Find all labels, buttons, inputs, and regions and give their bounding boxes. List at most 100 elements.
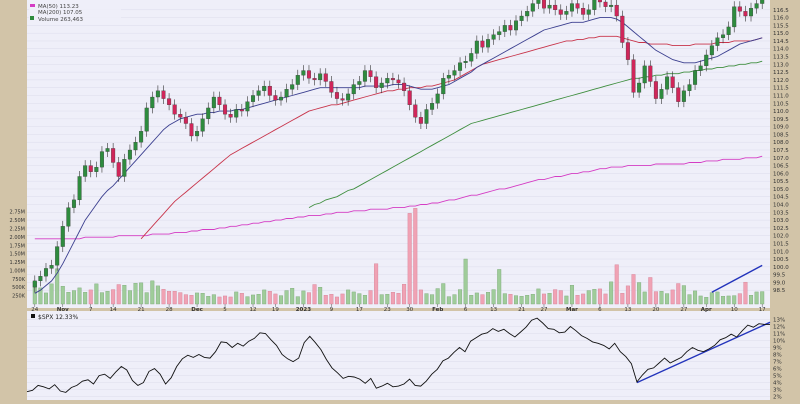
candle-body xyxy=(133,142,138,151)
candle-body xyxy=(71,199,76,208)
spx-tick-label: 10% xyxy=(773,339,785,345)
candle-body xyxy=(469,53,474,62)
volume-bar xyxy=(586,290,591,305)
candle-body xyxy=(514,20,519,31)
spx-tick-label: 11% xyxy=(773,332,785,338)
spx-grid xyxy=(27,319,770,397)
spx-tick-label: 3% xyxy=(773,388,782,394)
volume-bar xyxy=(267,291,272,305)
volume-bar xyxy=(519,296,524,305)
volume-tick-label: 2.75M xyxy=(10,210,25,216)
candle-body xyxy=(452,70,457,76)
candle-body xyxy=(312,78,317,81)
date-label: 6 xyxy=(464,307,468,313)
date-label: Dec xyxy=(191,307,203,313)
volume-bar xyxy=(340,293,345,305)
candle-body xyxy=(122,159,127,177)
volume-bar xyxy=(351,291,356,305)
candle-body xyxy=(223,104,228,115)
volume-bar xyxy=(251,294,256,305)
candle-body xyxy=(195,131,200,137)
price-tick-label: 98.5 xyxy=(773,288,786,294)
candle-body xyxy=(390,78,395,81)
date-label: 10 xyxy=(731,307,738,313)
volume-bar xyxy=(754,291,759,305)
volume-bar xyxy=(525,295,530,305)
price-tick-label: 99.5 xyxy=(773,273,786,279)
legend-spx: $SPX 12.33% xyxy=(38,314,78,321)
candle-body xyxy=(698,65,703,71)
volume-bar xyxy=(536,288,541,305)
spx-tick-label: 2% xyxy=(773,395,782,400)
candle-body xyxy=(167,98,172,105)
date-label: 13 xyxy=(490,307,497,313)
candle-body xyxy=(648,65,653,82)
candle-body xyxy=(334,92,339,99)
candle-body xyxy=(290,84,295,90)
volume-bar xyxy=(105,291,110,305)
date-label: 12 xyxy=(250,307,257,313)
candle-body xyxy=(217,96,222,105)
candle-body xyxy=(357,81,362,85)
volume-bar xyxy=(597,288,602,305)
candle-body xyxy=(603,1,608,7)
candle-body xyxy=(206,107,211,119)
volume-bar xyxy=(760,291,765,305)
legend-box xyxy=(29,0,121,25)
price-tick-label: 106.5 xyxy=(773,164,789,170)
volume-bar xyxy=(452,294,457,305)
volume-bar xyxy=(430,294,435,305)
volume-tick-label: 1.25M xyxy=(10,260,25,266)
volume-bar xyxy=(150,280,155,305)
legend-ma200: MA(200) 107.05 xyxy=(38,10,83,16)
volume-bar xyxy=(609,281,614,305)
volume-bar xyxy=(424,293,429,305)
candle-body xyxy=(631,59,636,93)
volume-bar xyxy=(318,287,323,305)
candle-body xyxy=(144,107,149,132)
candle-body xyxy=(318,73,323,81)
volume-bar xyxy=(161,289,166,305)
ma200-line xyxy=(34,155,763,240)
spx-tick-label: 7% xyxy=(773,360,782,366)
spx-tick-label: 6% xyxy=(773,367,782,373)
candle-body xyxy=(340,98,345,101)
date-label: 27 xyxy=(540,307,547,313)
volume-bar xyxy=(620,293,625,305)
volume-bars xyxy=(32,208,765,305)
volume-trendline xyxy=(711,264,763,293)
price-tick-label: 102.0 xyxy=(773,234,789,240)
volume-bar xyxy=(435,288,440,305)
volume-bar xyxy=(603,293,608,305)
candle-body xyxy=(474,40,479,54)
volume-bar xyxy=(60,286,65,305)
candle-body xyxy=(569,3,574,12)
candle-body xyxy=(60,226,65,247)
candle-body xyxy=(374,76,379,88)
price-tick-label: 105.5 xyxy=(773,179,789,185)
date-label: 17 xyxy=(356,307,363,313)
candle-body xyxy=(362,70,367,82)
price-tick-label: 110.5 xyxy=(773,101,789,107)
candle-body xyxy=(211,96,216,109)
volume-bar xyxy=(704,297,709,305)
date-label: 6 xyxy=(598,307,602,313)
candle-body xyxy=(659,89,664,99)
candle-body xyxy=(189,123,194,137)
volume-bar xyxy=(228,296,233,305)
candle-body xyxy=(38,276,43,282)
candle-body xyxy=(273,95,278,101)
candle-body xyxy=(278,96,283,101)
volume-tick-label: 500K xyxy=(12,285,26,291)
candle-body xyxy=(351,84,356,95)
spx-axis: 13%12%11%10%9%8%7%6%5%4%3%2% xyxy=(773,318,785,401)
volume-bar xyxy=(726,295,731,305)
price-tick-label: 107.5 xyxy=(773,148,789,154)
spx-line xyxy=(26,317,770,393)
date-label: 17 xyxy=(759,307,766,313)
volume-bar xyxy=(127,290,132,305)
volume-bar xyxy=(122,285,127,305)
